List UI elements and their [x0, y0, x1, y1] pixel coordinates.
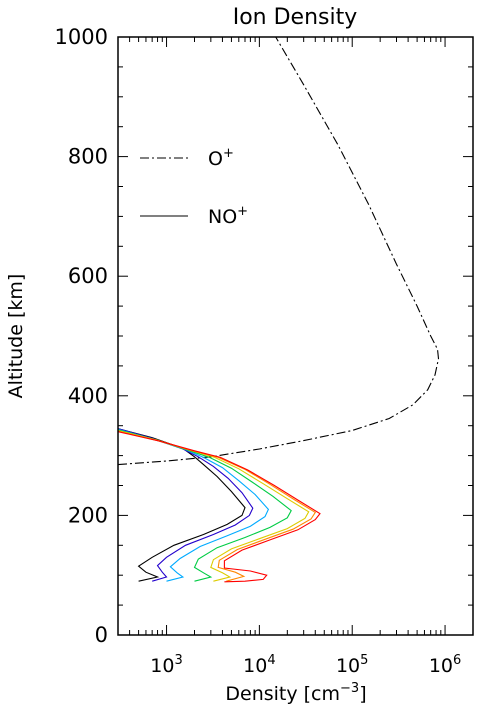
plot-lines	[118, 37, 440, 583]
y-tick-label: 0	[95, 623, 108, 647]
y-axis-label: Altitude [km]	[5, 274, 27, 399]
series-line-5	[118, 429, 310, 582]
chart-title: Ion Density	[233, 5, 358, 30]
y-tick-label: 1000	[55, 25, 108, 49]
y-tick-label: 400	[68, 384, 108, 408]
x-tick-label: 103	[150, 653, 182, 677]
x-tick-label: 105	[336, 653, 368, 677]
series-line-7	[118, 431, 321, 583]
x-axis-label: Density [cm−3]	[225, 681, 366, 705]
series-line-4	[118, 429, 292, 582]
y-axis-ticks: 0 200 400 600 800 1000	[55, 25, 473, 647]
series-line-0	[118, 37, 440, 466]
y-tick-label: 600	[68, 264, 108, 288]
x-tick-label: 104	[243, 653, 275, 677]
legend-no-plus-label: NO+	[208, 204, 248, 228]
x-tick-label: 106	[429, 653, 461, 677]
y-tick-label: 800	[68, 145, 108, 169]
plot-frame	[117, 36, 474, 636]
legend-o-plus-label: O+	[208, 146, 234, 170]
y-tick-label: 200	[68, 503, 108, 527]
series-line-3	[118, 428, 270, 582]
series-line-1	[118, 428, 246, 582]
legend: O+ NO+	[140, 146, 248, 228]
x-axis-ticks: 103 104 105 106	[117, 37, 474, 677]
series-line-2	[118, 428, 254, 582]
